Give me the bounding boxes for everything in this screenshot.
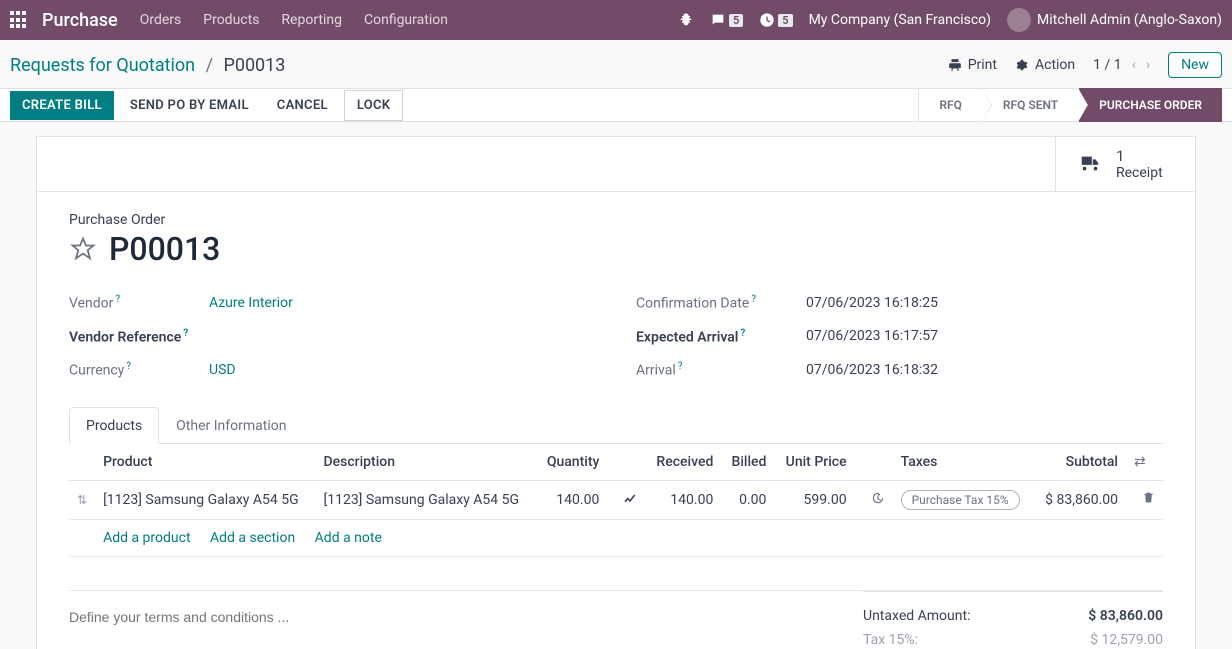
receipt-stat-button[interactable]: 1 Receipt bbox=[1055, 137, 1195, 191]
expected-arrival-value[interactable]: 07/06/2023 16:17:57 bbox=[806, 328, 938, 344]
apps-icon[interactable] bbox=[10, 11, 28, 29]
confirmation-date-value: 07/06/2023 16:18:25 bbox=[806, 295, 938, 311]
create-bill-button[interactable]: CREATE BILL bbox=[10, 91, 114, 120]
price-history-icon[interactable] bbox=[871, 493, 885, 509]
forecast-icon[interactable] bbox=[623, 493, 637, 509]
print-label: Print bbox=[968, 57, 997, 73]
th-subtotal: Subtotal bbox=[1033, 444, 1126, 481]
pager-next[interactable]: › bbox=[1146, 57, 1150, 73]
pager: 1 / 1 ‹ › bbox=[1093, 57, 1150, 73]
delete-row-icon[interactable] bbox=[1142, 492, 1155, 508]
receipt-label: Receipt bbox=[1116, 165, 1163, 181]
messaging-badge: 5 bbox=[729, 14, 743, 27]
add-product-link[interactable]: Add a product bbox=[103, 530, 190, 546]
receipt-count: 1 bbox=[1116, 147, 1163, 165]
table-row[interactable]: ⇅ [1123] Samsung Galaxy A54 5G [1123] Sa… bbox=[69, 480, 1163, 519]
row-handle-icon[interactable]: ⇅ bbox=[77, 493, 87, 507]
breadcrumb: Requests for Quotation / P00013 bbox=[10, 55, 285, 76]
send-po-button[interactable]: SEND PO BY EMAIL bbox=[118, 91, 261, 120]
order-lines-table: Product Description Quantity Received Bi… bbox=[69, 444, 1163, 591]
main-navbar: Purchase Orders Products Reporting Confi… bbox=[0, 0, 1232, 40]
totals: Untaxed Amount: $ 83,860.00 Tax 15%: $ 1… bbox=[863, 591, 1163, 649]
vendor-label: Vendor? bbox=[69, 294, 209, 312]
avatar bbox=[1007, 8, 1031, 32]
th-received: Received bbox=[645, 444, 721, 481]
nav-configuration[interactable]: Configuration bbox=[364, 12, 448, 28]
add-links-row: Add a product Add a section Add a note bbox=[69, 519, 1163, 556]
th-taxes: Taxes bbox=[893, 444, 1034, 481]
tab-products[interactable]: Products bbox=[69, 407, 159, 444]
action-label: Action bbox=[1035, 57, 1075, 73]
user-menu[interactable]: Mitchell Admin (Anglo-Saxon) bbox=[1007, 8, 1222, 32]
cell-tax-tag[interactable]: Purchase Tax 15% bbox=[901, 490, 1020, 510]
messaging-icon[interactable]: 5 bbox=[710, 12, 743, 28]
control-panel: Requests for Quotation / P00013 Print Ac… bbox=[0, 40, 1232, 88]
record-type-label: Purchase Order bbox=[69, 212, 1163, 228]
cell-product[interactable]: [1123] Samsung Galaxy A54 5G bbox=[95, 480, 315, 519]
lock-button[interactable]: LOCK bbox=[344, 90, 404, 121]
breadcrumb-sep: / bbox=[206, 55, 213, 76]
cell-description[interactable]: [1123] Samsung Galaxy A54 5G bbox=[316, 480, 536, 519]
cell-unit-price[interactable]: 599.00 bbox=[774, 480, 854, 519]
tax-label: Tax 15%: bbox=[863, 632, 918, 648]
cell-billed: 0.00 bbox=[721, 480, 774, 519]
th-product: Product bbox=[95, 444, 315, 481]
stage-rfq-sent[interactable]: RFQ SENT bbox=[982, 88, 1078, 122]
cell-quantity[interactable]: 140.00 bbox=[536, 480, 607, 519]
currency-value[interactable]: USD bbox=[209, 362, 236, 378]
button-box: 1 Receipt bbox=[37, 137, 1195, 192]
pager-prev[interactable]: ‹ bbox=[1132, 57, 1136, 73]
form-sheet: 1 Receipt Purchase Order P00013 Vendor? … bbox=[36, 136, 1196, 649]
vendor-ref-label: Vendor Reference? bbox=[69, 328, 209, 346]
record-name: P00013 bbox=[109, 230, 220, 268]
status-bar: CREATE BILL SEND PO BY EMAIL CANCEL LOCK… bbox=[0, 88, 1232, 122]
currency-label: Currency? bbox=[69, 361, 209, 379]
vendor-value[interactable]: Azure Interior bbox=[209, 295, 293, 311]
breadcrumb-root[interactable]: Requests for Quotation bbox=[10, 55, 195, 76]
activity-icon[interactable]: 5 bbox=[759, 12, 792, 28]
arrival-label: Arrival? bbox=[636, 361, 806, 379]
add-note-link[interactable]: Add a note bbox=[315, 530, 382, 546]
confirmation-date-label: Confirmation Date? bbox=[636, 294, 806, 312]
nav-brand[interactable]: Purchase bbox=[42, 10, 118, 31]
nav-reporting[interactable]: Reporting bbox=[281, 12, 342, 28]
th-billed: Billed bbox=[721, 444, 774, 481]
tax-value: $ 12,579.00 bbox=[1090, 632, 1163, 648]
print-button[interactable]: Print bbox=[948, 57, 997, 73]
company-switcher[interactable]: My Company (San Francisco) bbox=[809, 12, 991, 28]
expected-arrival-label: Expected Arrival? bbox=[636, 328, 806, 346]
action-menu[interactable]: Action bbox=[1015, 57, 1075, 73]
arrival-value: 07/06/2023 16:18:32 bbox=[806, 362, 938, 378]
pager-text[interactable]: 1 / 1 bbox=[1093, 57, 1121, 73]
nav-orders[interactable]: Orders bbox=[140, 12, 182, 28]
cancel-button[interactable]: CANCEL bbox=[265, 91, 340, 120]
th-unit-price: Unit Price bbox=[774, 444, 854, 481]
new-button[interactable]: New bbox=[1168, 52, 1222, 78]
columns-menu-icon[interactable]: ⇄ bbox=[1134, 454, 1146, 470]
priority-star-icon[interactable] bbox=[69, 235, 97, 263]
notebook-tabs: Products Other Information bbox=[69, 407, 1163, 444]
terms-input[interactable] bbox=[69, 591, 863, 643]
untaxed-label: Untaxed Amount: bbox=[863, 608, 970, 624]
tab-other-information[interactable]: Other Information bbox=[159, 407, 303, 444]
untaxed-value: $ 83,860.00 bbox=[1088, 608, 1163, 624]
nav-products[interactable]: Products bbox=[203, 12, 259, 28]
th-quantity: Quantity bbox=[536, 444, 607, 481]
th-description: Description bbox=[316, 444, 536, 481]
status-stages: RFQ RFQ SENT PURCHASE ORDER bbox=[918, 88, 1222, 122]
cell-subtotal: $ 83,860.00 bbox=[1033, 480, 1126, 519]
activity-badge: 5 bbox=[778, 14, 792, 27]
add-section-link[interactable]: Add a section bbox=[210, 530, 295, 546]
cell-received: 140.00 bbox=[645, 480, 721, 519]
breadcrumb-current: P00013 bbox=[223, 55, 285, 76]
stage-rfq[interactable]: RFQ bbox=[918, 88, 982, 122]
user-name: Mitchell Admin (Anglo-Saxon) bbox=[1037, 12, 1222, 28]
truck-icon bbox=[1076, 153, 1104, 175]
stage-purchase-order[interactable]: PURCHASE ORDER bbox=[1078, 88, 1222, 122]
debug-icon[interactable] bbox=[678, 12, 694, 28]
